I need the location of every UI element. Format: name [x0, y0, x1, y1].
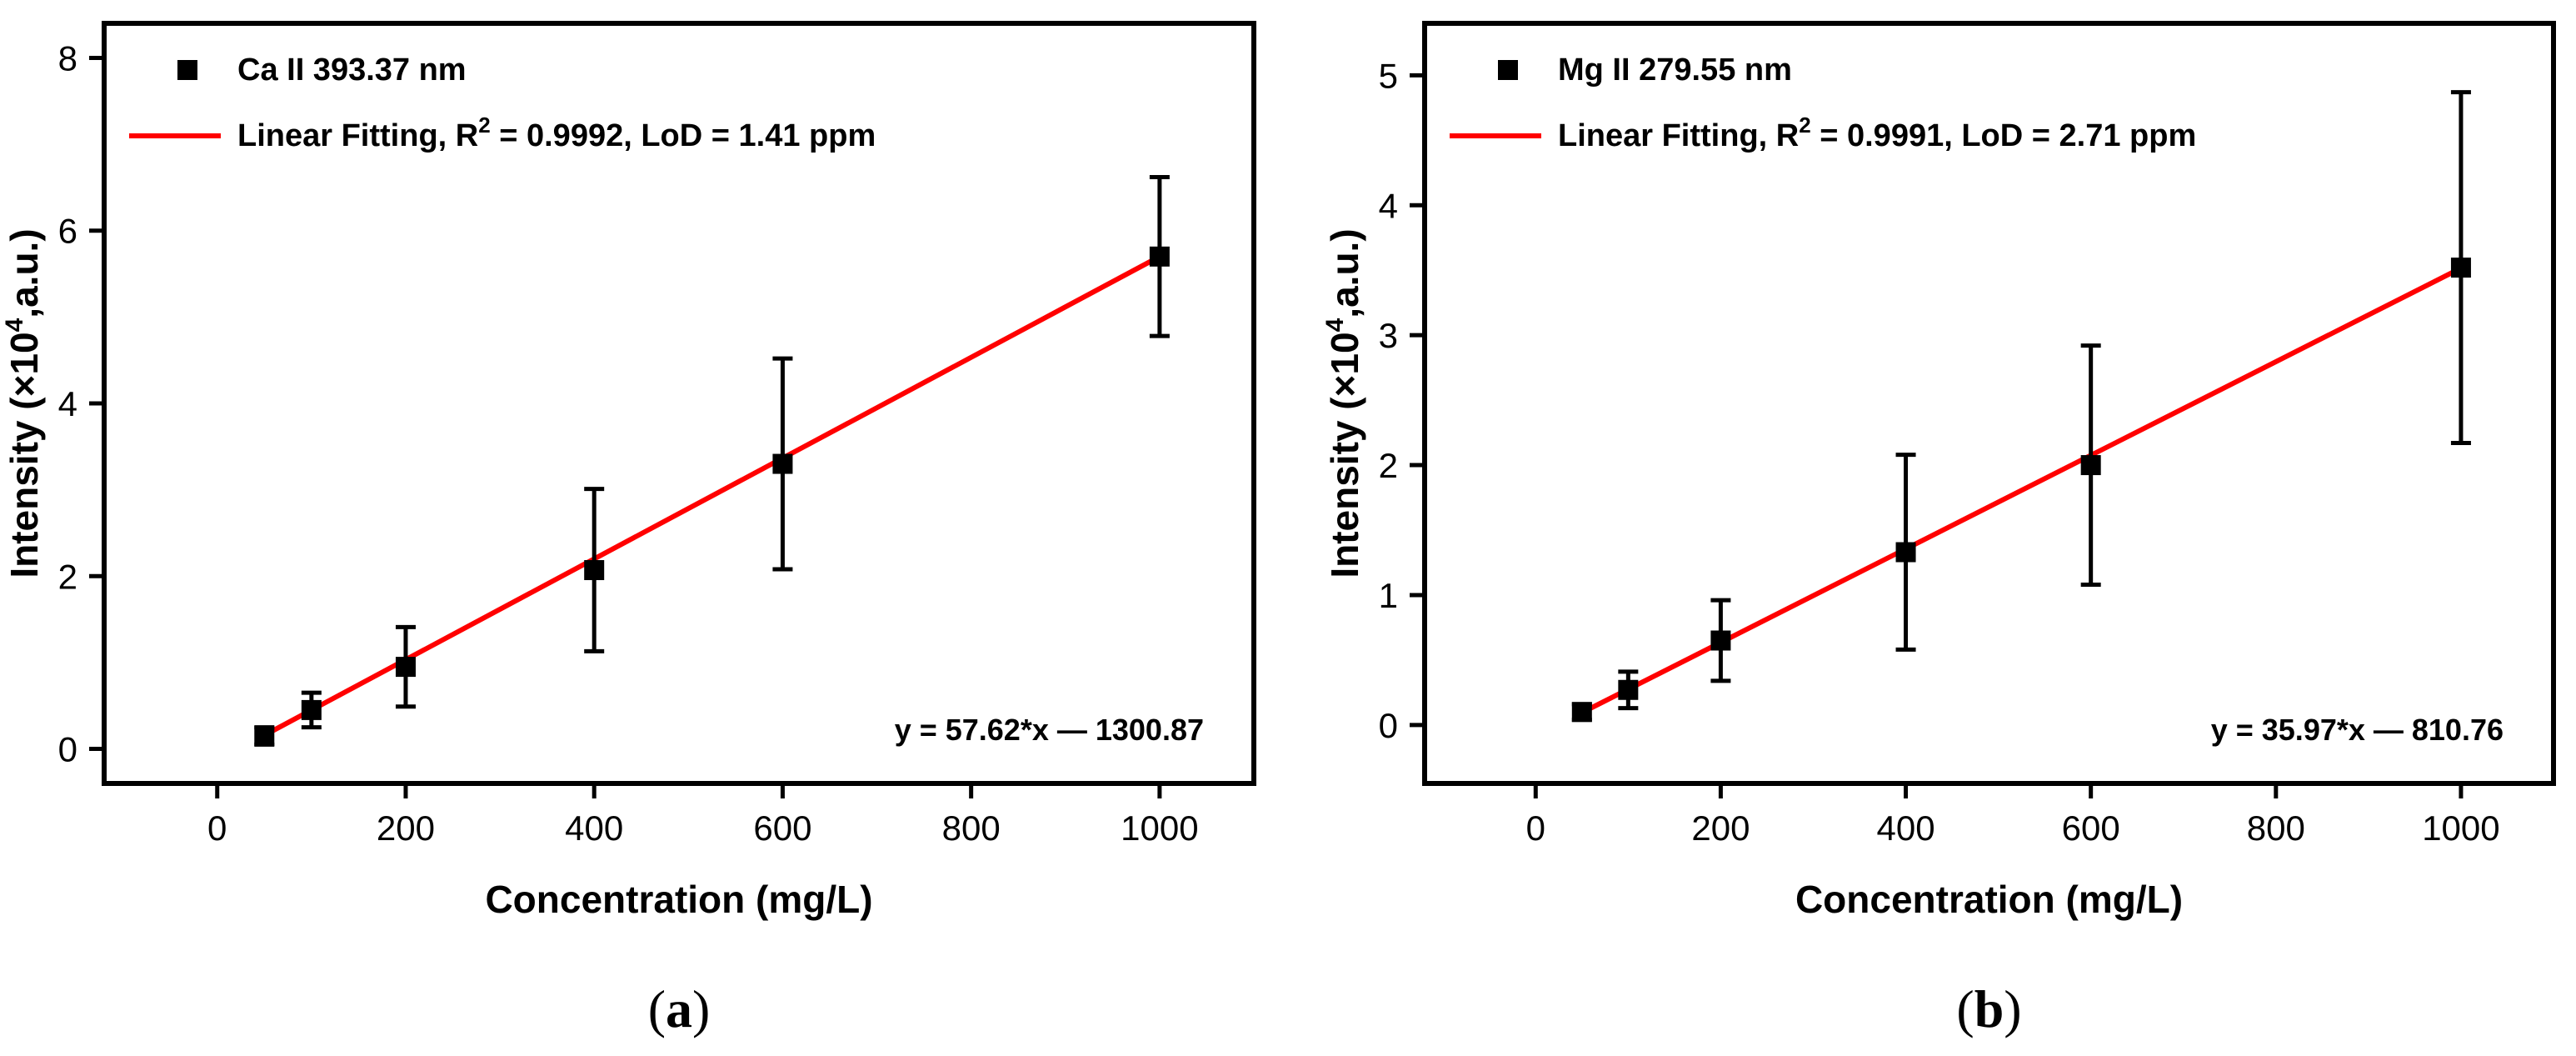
- x-axis-title: Concentration (mg/L): [485, 878, 872, 921]
- y-tick-label: 1: [1379, 576, 1398, 615]
- chart-panel-b: 0 200 400 600 800 1000 0 1 2 3 4 5 Concentration (mg…: [1321, 21, 2556, 1038]
- panel-label-close-paren: ): [2004, 979, 2021, 1038]
- data-point: [254, 726, 275, 746]
- y-tick-label: 2: [1379, 446, 1398, 485]
- fit-line: [262, 254, 1161, 738]
- x-tick-label: 400: [1877, 808, 1935, 848]
- legend-fit-suffix: = 0.9991, LoD = 2.71 ppm: [1811, 118, 2197, 153]
- legend-fit-prefix: Linear Fitting, R: [237, 118, 478, 153]
- panel-label-open-paren: (: [648, 979, 666, 1038]
- data-point: [2080, 455, 2101, 476]
- legend-fit-suffix: = 0.9992, LoD = 1.41 ppm: [491, 118, 876, 153]
- data-point: [1618, 679, 1639, 700]
- y-tick-label: 2: [58, 557, 77, 596]
- legend-fit-exponent: 2: [478, 113, 490, 138]
- y-axis-title-suffix: ,a.u.): [1323, 228, 1366, 318]
- panel-label-open-paren: (: [1956, 979, 1974, 1038]
- chart-panel-a: 0 200 400 600 800 1000 0 2 4 6 8 Concentration (mg/…: [1, 21, 1256, 1038]
- data-point: [301, 699, 322, 720]
- y-tick-label: 0: [58, 730, 77, 769]
- y-tick-label: 4: [58, 384, 77, 423]
- data-point: [772, 453, 793, 474]
- x-tick-label: 0: [1526, 808, 1545, 848]
- legend-fit-exponent: 2: [1799, 113, 1810, 138]
- data-point: [1571, 702, 1592, 723]
- data-point: [395, 657, 416, 678]
- x-tick-label: 200: [377, 808, 435, 848]
- legend-fit-prefix: Linear Fitting, R: [1558, 118, 1799, 153]
- x-tick-label: 600: [753, 808, 811, 848]
- y-tick-label: 5: [1379, 56, 1398, 95]
- panel-label: (b): [1956, 979, 2021, 1038]
- x-tick-label: 600: [2062, 808, 2120, 848]
- y-axis-title-exponent: 4: [1321, 318, 1349, 332]
- panel-label-close-paren: ): [692, 979, 710, 1038]
- legend-label-points: Ca II 393.37 nm: [237, 53, 467, 88]
- y-tick-label: 6: [58, 212, 77, 251]
- x-tick-label: 200: [1691, 808, 1750, 848]
- legend-marker-points: [1498, 60, 1518, 80]
- y-tick-label: 8: [58, 38, 77, 78]
- fit-equation: y = 57.62*x — 1300.87: [895, 713, 1204, 747]
- y-axis-title-prefix: Intensity (×10: [1323, 332, 1366, 578]
- panel-label-letter: b: [1974, 979, 2004, 1038]
- legend-marker-points: [177, 60, 197, 80]
- x-tick-label: 800: [942, 808, 1001, 848]
- data-point: [2450, 258, 2471, 278]
- x-tick-label: 0: [207, 808, 227, 848]
- legend-label-fit: Linear Fitting, R2 = 0.9991, LoD = 2.71 …: [1558, 113, 2196, 153]
- x-axis-title: Concentration (mg/L): [1795, 878, 2183, 921]
- panel-label: (a): [648, 979, 711, 1038]
- panel-label-letter: a: [666, 979, 692, 1038]
- plot-frame: [1422, 21, 2556, 786]
- data-point: [1149, 246, 1170, 267]
- y-tick-label: 3: [1379, 316, 1398, 355]
- x-tick-label: 800: [2247, 808, 2305, 848]
- y-tick-label: 4: [1379, 186, 1398, 225]
- data-point: [584, 560, 605, 581]
- y-tick-label: 0: [1379, 706, 1398, 745]
- y-axis-title-prefix: Intensity (×10: [2, 332, 46, 578]
- data-point: [1710, 630, 1731, 651]
- y-axis-title: Intensity (×104,a.u.): [1321, 228, 1366, 578]
- legend-label-points: Mg II 279.55 nm: [1558, 53, 1792, 88]
- x-tick-label: 1000: [1121, 808, 1198, 848]
- data-point: [1895, 542, 1916, 563]
- y-axis-title-suffix: ,a.u.): [2, 228, 46, 318]
- legend-label-fit: Linear Fitting, R2 = 0.9992, LoD = 1.41 …: [237, 113, 876, 153]
- x-tick-label: 1000: [2422, 808, 2499, 848]
- x-tick-label: 400: [565, 808, 623, 848]
- fit-equation: y = 35.97*x — 810.76: [2211, 713, 2504, 747]
- y-axis-title-exponent: 4: [1, 318, 28, 332]
- y-axis-title: Intensity (×104,a.u.): [1, 228, 46, 578]
